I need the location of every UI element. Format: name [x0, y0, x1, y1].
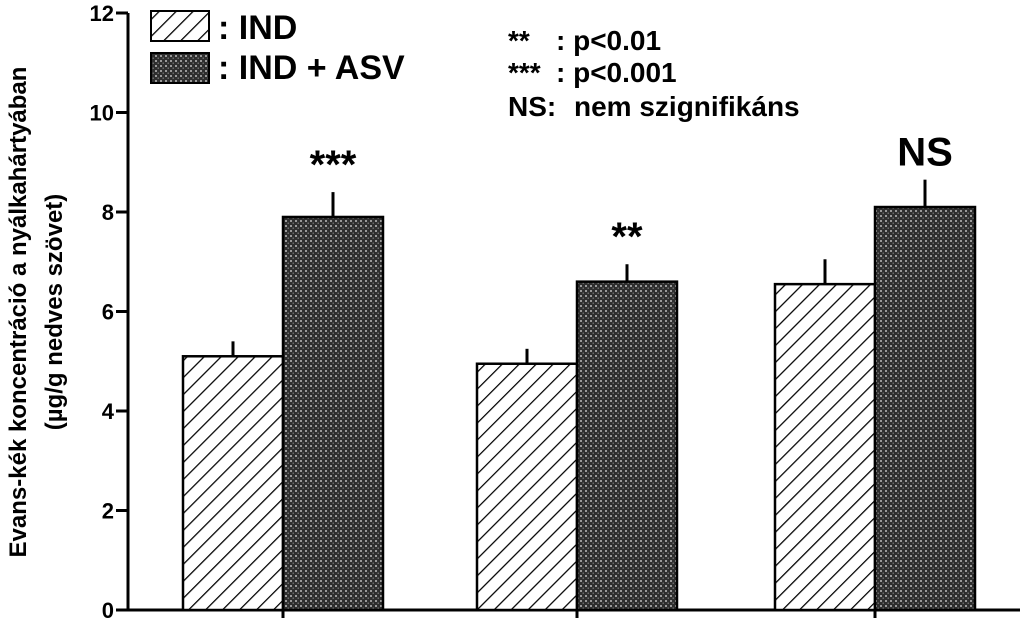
note-symbol-2: ***	[508, 57, 541, 88]
y-tick-label: 12	[90, 1, 114, 26]
y-tick-label: 4	[102, 399, 115, 424]
y-axis-label-line2: (µg/g nedves szövet)	[41, 194, 68, 431]
bars: *****NS	[181, 131, 977, 612]
bar-ind	[475, 362, 579, 612]
legend-swatch-ind-asv	[150, 52, 210, 84]
y-tick-label: 0	[102, 598, 114, 620]
y-tick-label: 2	[102, 499, 114, 524]
y-axis-label-line1: Evans-kék koncentráció a nyálkahártyában	[5, 67, 32, 558]
significance-label: ***	[310, 143, 357, 187]
y-axis-title: Evans-kék koncentráció a nyálkahártyában…	[5, 67, 68, 558]
legend-label-ind-asv: : IND + ASV	[218, 49, 405, 87]
bar-ind-asv	[873, 205, 977, 612]
note-text-3: nem szignifikáns	[574, 91, 800, 122]
note-symbol-3: NS:	[508, 91, 556, 122]
significance-label: **	[611, 215, 643, 259]
legend-swatch-ind	[150, 10, 210, 42]
y-tick-label: 10	[90, 101, 114, 126]
y-tick-label: 8	[102, 200, 114, 225]
note-symbol-1: **	[508, 25, 530, 56]
significance-notes: ** : p<0.01 *** : p<0.001 NS: nem szigni…	[508, 25, 800, 122]
note-text-1: : p<0.01	[556, 25, 661, 56]
legend: : IND : IND + ASV	[150, 9, 405, 87]
note-text-2: : p<0.001	[556, 57, 677, 88]
bar-ind-asv	[575, 280, 679, 612]
bar-ind	[773, 282, 877, 612]
bar-ind-asv	[281, 215, 385, 612]
y-tick-label: 6	[102, 300, 114, 325]
legend-label-ind: : IND	[218, 9, 297, 47]
significance-label: NS	[897, 131, 953, 175]
bar-ind	[181, 355, 285, 612]
